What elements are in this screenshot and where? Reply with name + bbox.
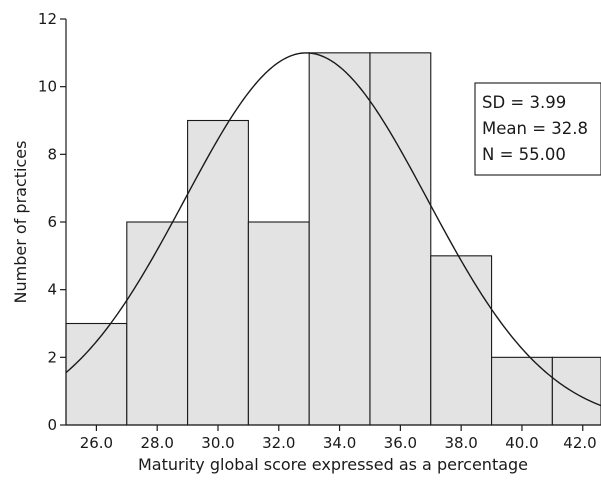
histogram-bar — [369, 52, 432, 426]
x-tick-label: 30.0 — [201, 434, 234, 452]
histogram-bar — [308, 52, 371, 426]
histogram-bar — [551, 356, 601, 426]
y-tick-label: 8 — [47, 145, 57, 163]
y-tick-label: 6 — [47, 213, 57, 231]
stats-sd: SD = 3.99 — [482, 93, 566, 112]
histogram-bar — [187, 119, 249, 426]
histogram-bar — [126, 221, 189, 426]
x-axis-title: Maturity global score expressed as a per… — [138, 455, 528, 474]
histogram-bar — [491, 356, 553, 426]
x-tick-label: 36.0 — [384, 434, 417, 452]
x-tick-label: 38.0 — [444, 434, 477, 452]
stats-mean: Mean = 32.8 — [482, 119, 588, 138]
y-tick-label: 10 — [38, 78, 57, 96]
x-tick-label: 40.0 — [505, 434, 538, 452]
x-tick-label: 32.0 — [262, 434, 295, 452]
x-tick-label: 42.0 — [563, 434, 596, 452]
y-tick-label: 4 — [47, 281, 57, 299]
stats-n: N = 55.00 — [482, 145, 566, 164]
histogram-bar — [247, 221, 310, 426]
x-ticks: 26.0 28.0 30.0 32.0 34.0 36.0 38.0 40.0 42.0 — [80, 425, 597, 452]
y-tick-label: 0 — [47, 416, 57, 434]
x-tick-label: 26.0 — [80, 434, 113, 452]
histogram-bar — [430, 255, 493, 426]
x-tick-label: 28.0 — [140, 434, 173, 452]
y-axis-title: Number of practices — [11, 141, 30, 304]
x-tick-label: 34.0 — [323, 434, 356, 452]
stats-box: SD = 3.99 Mean = 32.8 N = 55.00 — [474, 82, 601, 176]
stats-box-frame — [474, 82, 601, 176]
normal-curve — [65, 52, 601, 407]
y-tick-label: 2 — [47, 348, 57, 366]
histogram-bar — [65, 322, 128, 426]
y-ticks: 0 2 4 6 8 10 12 — [38, 10, 66, 434]
y-tick-label: 12 — [38, 10, 57, 28]
